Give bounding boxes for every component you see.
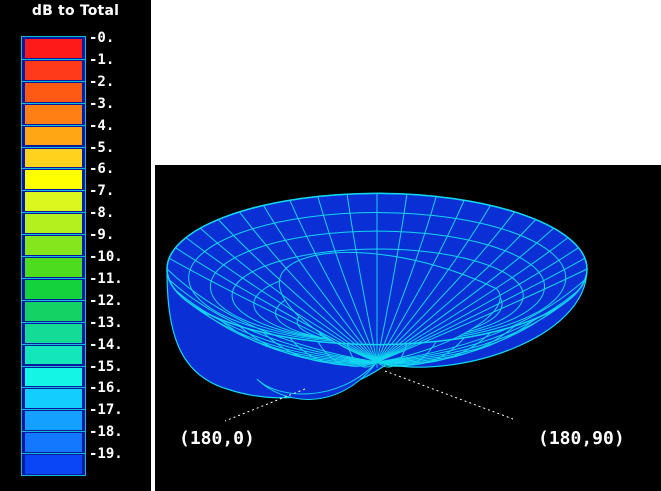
legend-swatch xyxy=(25,82,82,102)
legend-swatch xyxy=(25,301,82,321)
legend-separator xyxy=(22,80,85,82)
meridian-line xyxy=(376,341,437,367)
color-legend: dB to Total -0. -1. -2. -3. -4. -5. -6. -7. -8. -… xyxy=(0,0,151,491)
legend-swatch xyxy=(25,214,82,234)
legend-tick-label: -15. xyxy=(89,358,123,375)
legend-tick-label: -17. xyxy=(89,402,123,419)
legend-color-bar xyxy=(21,36,86,476)
legend-swatch xyxy=(25,433,82,453)
legend-swatch xyxy=(25,323,82,343)
axis-label-right: (180,90) xyxy=(538,428,625,449)
meridian-line xyxy=(376,247,579,363)
legend-swatch xyxy=(25,389,82,409)
meridian-line xyxy=(289,199,378,363)
legend-swatch xyxy=(25,104,82,124)
legend-title: dB to Total xyxy=(31,3,120,19)
legend-tick-label: -14. xyxy=(89,336,123,353)
meridian-line xyxy=(317,196,378,363)
legend-separator xyxy=(22,277,85,279)
meridian-line xyxy=(168,279,378,363)
legend-tick-label: -0. xyxy=(89,30,115,46)
legend-separator xyxy=(22,453,85,455)
legend-swatch xyxy=(25,60,82,80)
meridian-line xyxy=(376,219,537,363)
meridian-line xyxy=(376,300,569,363)
legend-separator xyxy=(22,102,85,104)
bowl-rim xyxy=(166,192,588,346)
legend-tick-label: -9. xyxy=(89,227,115,244)
legend-separator xyxy=(22,212,85,214)
meridian-line xyxy=(239,325,378,364)
meridian-line xyxy=(376,194,408,363)
legend-separator xyxy=(22,234,85,236)
legend-tick-label: -18. xyxy=(89,424,123,441)
legend-swatch xyxy=(25,148,82,168)
legend-tick-label: -2. xyxy=(89,73,115,90)
legend-swatch xyxy=(25,367,82,387)
legend-tick-label: -13. xyxy=(89,314,123,331)
legend-swatch xyxy=(25,258,82,277)
legend-separator xyxy=(22,168,85,170)
legend-separator xyxy=(22,124,85,126)
legend-separator xyxy=(22,256,85,257)
meridian-line xyxy=(376,211,515,363)
meridian-line xyxy=(185,300,378,363)
meridian-line xyxy=(168,257,378,363)
meridian-line xyxy=(175,289,378,363)
legend-tick-label: -8. xyxy=(89,205,115,222)
legend-tick-label: -4. xyxy=(89,117,115,134)
legend-swatch xyxy=(25,345,82,365)
meridian-line xyxy=(376,196,437,363)
meridian-line xyxy=(376,289,579,363)
legend-tick-label: -19. xyxy=(89,446,123,463)
front-lobe xyxy=(256,361,378,400)
legend-separator xyxy=(22,343,85,345)
legend-swatch xyxy=(25,279,82,299)
meridian-line xyxy=(376,205,491,363)
legend-separator xyxy=(22,321,85,323)
legend-swatch xyxy=(25,192,82,212)
legend-tick-label: -12. xyxy=(89,292,123,309)
legend-separator xyxy=(22,190,85,192)
legend-tick-label: -5. xyxy=(89,139,115,156)
legend-separator xyxy=(22,387,85,389)
legend-swatch xyxy=(25,455,82,474)
legend-tick-label: -6. xyxy=(89,161,115,178)
legend-tick-label: -3. xyxy=(89,95,115,112)
legend-tick-label: -1. xyxy=(89,51,115,68)
meridian-line xyxy=(376,337,465,366)
meridian-line xyxy=(376,199,465,363)
axis-label-left: (180,0) xyxy=(179,428,255,449)
legend-swatch xyxy=(25,39,82,58)
meridian-line xyxy=(239,211,378,363)
meridian-line xyxy=(376,257,586,363)
legend-separator xyxy=(22,146,85,148)
legend-swatch xyxy=(25,411,82,431)
legend-separator xyxy=(22,431,85,433)
legend-separator xyxy=(22,409,85,411)
legend-separator xyxy=(22,58,85,60)
legend-swatch xyxy=(25,236,82,255)
legend-separator xyxy=(22,299,85,301)
axis-guide-left xyxy=(224,388,306,422)
meridian-line xyxy=(376,279,586,363)
meridian-line xyxy=(166,268,378,363)
meridian-line xyxy=(376,332,491,365)
axis-guide-right xyxy=(384,370,514,420)
legend-tick-label: -11. xyxy=(89,270,123,287)
radiation-pattern-surface xyxy=(166,192,588,422)
legend-tick-label: -10. xyxy=(89,249,123,265)
meridian-line xyxy=(217,219,378,363)
legend-tick-label: -7. xyxy=(89,183,115,200)
meridian-line xyxy=(346,194,378,363)
legend-swatch xyxy=(25,126,82,146)
legend-separator xyxy=(22,365,85,367)
meridian-line xyxy=(376,268,588,363)
surface-plot-viewport[interactable]: (180,0) (180,90) xyxy=(155,165,661,491)
legend-tick-label: -16. xyxy=(89,380,123,397)
meridian-line xyxy=(263,205,378,363)
legend-swatch xyxy=(25,170,82,190)
meridian-line xyxy=(175,247,378,363)
meridian-line xyxy=(217,318,378,363)
